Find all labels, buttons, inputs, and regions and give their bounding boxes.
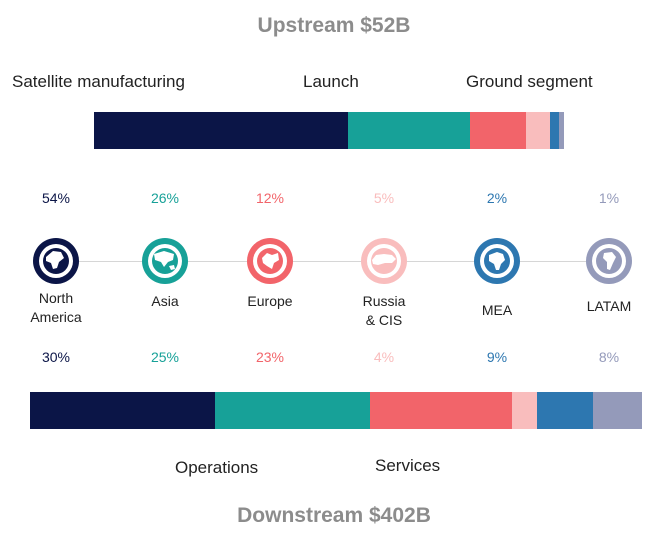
downstream-title: Downstream $402B (237, 504, 431, 527)
downstream-segment (370, 392, 513, 429)
downstream-data-label: 9% (486, 349, 508, 365)
downstream-data-label: 30% (41, 349, 71, 365)
region-name-label: LATAM (586, 298, 632, 314)
downstream-bar (30, 392, 642, 429)
region-name-label: Europe (247, 293, 293, 309)
label-services: Services (375, 456, 441, 475)
upstream-segment (559, 112, 564, 149)
upstream-segment (526, 112, 550, 149)
downstream-data-label: 4% (373, 349, 395, 365)
upstream-data-label: 5% (373, 190, 395, 206)
label-ground-segment: Ground segment (466, 72, 593, 91)
south-america-globe-icon (584, 236, 634, 286)
downstream-segment (592, 392, 642, 429)
downstream-data-label: 23% (255, 349, 285, 365)
downstream-segment (512, 392, 537, 429)
upstream-segment (549, 112, 560, 149)
asia-globe-icon (140, 236, 190, 286)
region-connector-line (56, 261, 601, 262)
europe-globe-icon (245, 236, 295, 286)
downstream-segment (215, 392, 370, 429)
upstream-data-label: 54% (41, 190, 71, 206)
label-operations: Operations (175, 458, 259, 477)
region-name-label: MEA (481, 302, 513, 318)
region-name-label: Asia (151, 293, 179, 309)
label-launch: Launch (303, 72, 359, 91)
downstream-data-label: 25% (150, 349, 180, 365)
region-name-label: Russia & CIS (362, 293, 406, 328)
downstream-data-label: 8% (598, 349, 620, 365)
upstream-bar (94, 112, 564, 149)
upstream-data-label: 12% (255, 190, 285, 206)
russia-globe-icon (359, 236, 409, 286)
upstream-segment (347, 112, 470, 149)
africa-globe-icon (472, 236, 522, 286)
upstream-segment (470, 112, 527, 149)
upstream-data-label: 1% (598, 190, 620, 206)
region-name-label: North America (30, 290, 82, 325)
upstream-data-label: 26% (150, 190, 180, 206)
upstream-data-label: 2% (486, 190, 508, 206)
upstream-title: Upstream $52B (257, 14, 411, 37)
downstream-segment (536, 392, 593, 429)
label-satellite-manufacturing: Satellite manufacturing (12, 72, 185, 91)
upstream-segment (94, 112, 348, 149)
downstream-segment (30, 392, 216, 429)
north-america-globe-icon (31, 236, 81, 286)
